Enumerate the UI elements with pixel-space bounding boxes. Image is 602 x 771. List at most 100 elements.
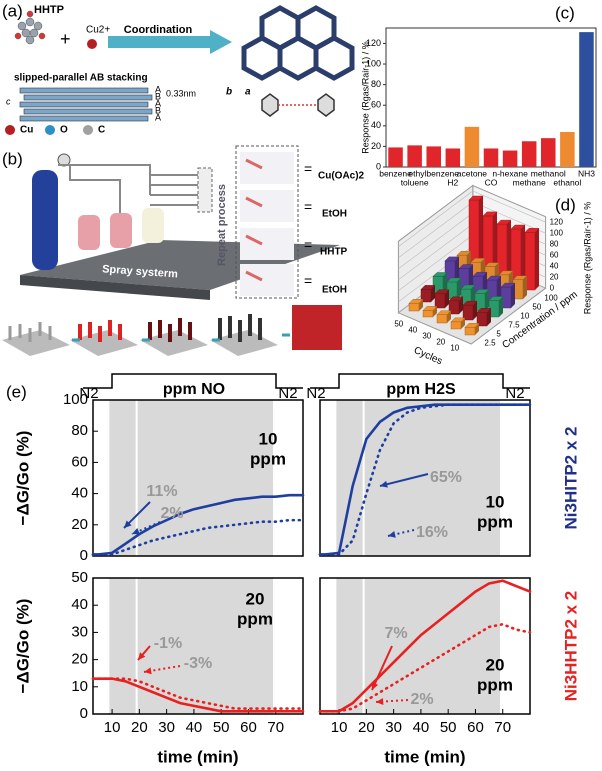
bar-side [521,225,525,284]
bar-side [473,301,477,320]
bar-side [511,283,515,308]
reagent: HHTP [320,247,348,258]
bar-front [434,293,446,309]
y-tick-label: 60 [371,100,381,110]
z-tick-label: 80 [550,239,559,248]
system-label: Spray systerm [102,263,179,280]
bar-side [507,220,511,278]
y-tick-label: 120 [366,38,381,48]
arrow-head [371,682,379,690]
percent-label: 7% [384,625,407,642]
concentration-label: ppm [477,675,513,694]
growth-row [2,305,342,356]
y-tick-label: 2.5 [484,339,496,348]
bar-front [422,310,434,318]
y-tick-label: 5 [496,330,501,339]
bar-3d [464,323,480,336]
legend-label: Cu [20,125,33,136]
x-tick-label: 70 [494,719,511,736]
bar-3d [436,310,452,324]
y-tick-label: 10 [520,312,529,321]
plot-frame [319,577,531,715]
bar [502,150,518,167]
bar-3d [486,275,502,303]
bar-side [479,196,483,266]
legend-dot [5,125,15,135]
reagent: EtOH [322,285,347,296]
y-tick-label: 20 [371,141,381,151]
percent-label: 65% [430,469,462,486]
platform-edge [20,275,210,300]
z-tick-label: 20 [550,272,559,281]
bar-3d [476,308,492,327]
gas-step [310,373,530,389]
x-tick-label: 30 [158,719,175,736]
bar-3d [470,258,486,282]
z-axis-label: Response (Rgas/Rair-1) / % [582,202,592,315]
bar-side [487,308,491,326]
y-tick-label: 80 [71,422,88,439]
bar-side [459,296,463,314]
equals: = [304,237,312,253]
x-tick-label: 60 [240,719,257,736]
bar-side [497,276,501,302]
x-tick-label: 20 [358,719,375,736]
bar-3d [496,219,512,279]
bar-3d [422,306,438,318]
z-tick-label: 40 [550,261,559,270]
arrow-head [132,527,140,535]
bar-side [433,306,437,317]
plus: + [60,29,71,49]
bar-3d [482,211,498,273]
z-tick-label: 100 [550,228,564,237]
concentration-label: 10 [259,429,278,448]
concentration-label: ppm [477,512,513,531]
x-tick-label: H2 [447,177,458,187]
x-tick-label: 20 [131,719,148,736]
legend-dot [83,125,93,135]
reagent: EtOH [322,209,347,220]
concentration-label: 20 [246,589,265,608]
y-tick-label: 100 [366,58,381,68]
x-tick-label: 60 [467,719,484,736]
dimer [261,93,335,117]
jar [78,215,100,250]
percent-label: -1% [154,635,182,652]
bar [445,148,461,167]
bar-3d [510,224,526,285]
bar-3d [460,284,476,306]
y-tick-label: 40 [71,596,88,613]
percent-label: -3% [184,655,212,672]
repeat-label: Repeat process [216,184,228,266]
bar-3d [408,299,424,312]
cu-ion-label: Cu2+ [86,25,110,36]
x-axis-label: time (min) [384,747,465,766]
stacking-label: slipped-parallel AB stacking [14,73,148,84]
arrow-head [144,667,152,675]
panel-label: (e) [6,382,27,401]
line [91,677,305,713]
x-tick-label: benzene [379,168,412,178]
annotation-arrow [379,473,429,487]
bar-3d [462,300,478,321]
bar-side [485,289,489,311]
plot-frame [92,399,304,557]
axis-label: a [245,87,251,98]
axis-label: c [6,96,11,106]
annotation-arrow [371,645,393,691]
y-tick-label: 20 [71,516,88,533]
arrow-head [138,652,146,660]
framework [241,5,355,81]
bar-side [455,256,459,284]
bar [388,147,403,167]
y-tick-label: 40 [371,120,381,130]
bar-3d [450,317,466,330]
x-tick-label: NH3 [578,168,595,178]
hhtp-molecule [14,10,46,45]
bar-side [447,310,451,323]
y-tick-label: 7.5 [508,321,520,330]
arrow-head [380,480,388,488]
x-tick-label: ethanol [553,177,581,187]
layer-label: A [155,84,161,94]
